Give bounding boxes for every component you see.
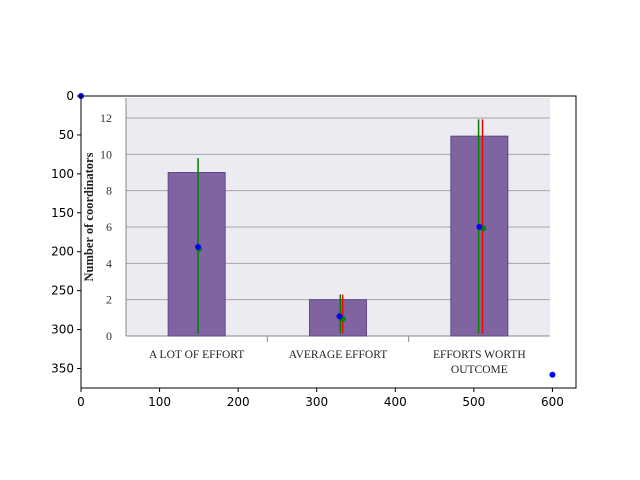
overlay-point bbox=[476, 223, 483, 230]
outer-axes-frame bbox=[80, 95, 577, 389]
outer-x-tick-label: 300 bbox=[305, 395, 328, 409]
overlay-point bbox=[549, 371, 556, 378]
outer-x-tick-label: 500 bbox=[462, 395, 485, 409]
category-label: A LOT OF EFFORT bbox=[149, 349, 244, 361]
outer-x-tick-label: 200 bbox=[227, 395, 250, 409]
bar bbox=[167, 172, 226, 337]
inner-y-tick-label: 12 bbox=[100, 111, 112, 125]
overlay-points bbox=[78, 93, 556, 378]
outer-y-tick-label: 150 bbox=[51, 206, 74, 220]
outer-y-tick-label: 0 bbox=[66, 89, 74, 103]
outer-y-tick-label: 50 bbox=[59, 128, 74, 142]
category-label: EFFORTS WORTH bbox=[433, 349, 526, 361]
outer-y-ticks: 0 50 100 150 200 250 300 350 bbox=[51, 89, 81, 376]
bar bbox=[450, 135, 509, 337]
inner-y-tick-label: 6 bbox=[106, 220, 112, 234]
bar-chart-image: 0 2 4 6 8 10 12 A LOT OF EFFORT AVERAGE EFFORT E… bbox=[81, 96, 576, 388]
inner-y-tick-labels: 0 2 4 6 8 10 12 bbox=[100, 111, 112, 343]
category-label: AVERAGE EFFORT bbox=[289, 349, 387, 361]
outer-y-tick-label: 200 bbox=[51, 245, 74, 259]
bars bbox=[167, 135, 509, 337]
outer-y-tick-label: 300 bbox=[51, 323, 74, 337]
inner-y-tick-label: 4 bbox=[106, 256, 112, 270]
category-label: OUTCOME bbox=[451, 364, 508, 376]
outer-x-tick-label: 100 bbox=[148, 395, 171, 409]
outer-x-tick-label: 400 bbox=[384, 395, 407, 409]
outer-x-tick-label: 600 bbox=[541, 395, 564, 409]
inner-y-tick-label: 10 bbox=[100, 147, 112, 161]
y-axis-label: Number of coordinators bbox=[82, 152, 96, 281]
overlay-point bbox=[336, 313, 343, 320]
overlay-point bbox=[195, 244, 202, 251]
outer-x-tick-label: 0 bbox=[77, 395, 85, 409]
outer-y-tick-label: 350 bbox=[51, 362, 74, 376]
outer-y-tick-label: 100 bbox=[51, 167, 74, 181]
outer-x-ticks: 0 100 200 300 400 500 600 bbox=[77, 388, 564, 409]
inner-y-tick-label: 8 bbox=[106, 184, 112, 198]
outer-y-tick-label: 250 bbox=[51, 284, 74, 298]
inner-y-tick-label: 2 bbox=[106, 293, 112, 307]
inner-y-tick-label: 0 bbox=[106, 329, 112, 343]
category-labels: A LOT OF EFFORT AVERAGE EFFORT EFFORTS WOR… bbox=[149, 336, 526, 376]
outer-axes: 0 100 200 300 400 500 600 05010015020025030035… bbox=[51, 89, 577, 409]
